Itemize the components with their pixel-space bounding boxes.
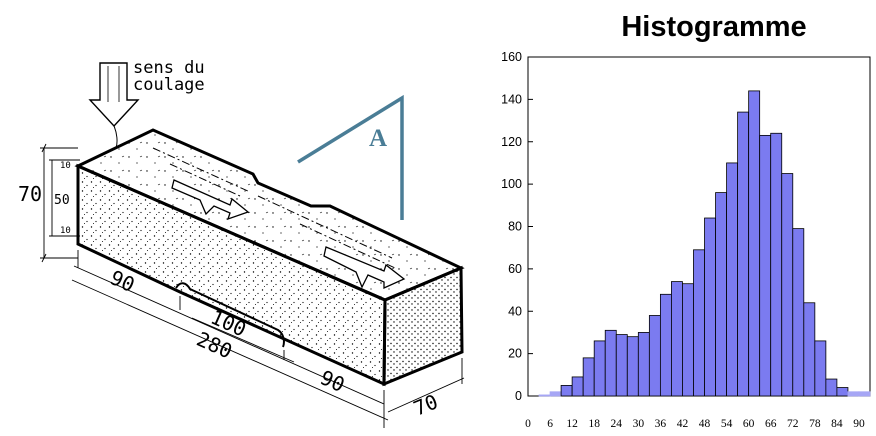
- histogram-bar: [615, 334, 628, 397]
- pour-direction-arrow: [88, 62, 140, 128]
- specimen-front-face: [76, 163, 387, 387]
- y-tick-label: 40: [508, 304, 522, 318]
- x-tick-label: 12: [566, 418, 578, 430]
- histogram-bar: [604, 329, 617, 397]
- x-tick-label: 48: [699, 418, 711, 430]
- specimen-centre-line: [152, 147, 393, 259]
- load-arrow-1: [171, 179, 250, 221]
- y-tick-label: 0: [515, 389, 522, 403]
- x-axis-ticks: 0 6 12 18 24 30 36 42 48 54 60 66 72 78 84 90: [525, 418, 865, 430]
- y-tick-label: 80: [508, 220, 522, 234]
- histogram-bar: [648, 315, 661, 397]
- histogram-bar: [792, 228, 805, 397]
- histogram-bar: [770, 132, 783, 397]
- chart-title: Histogramme: [621, 11, 806, 43]
- x-tick-label: 60: [743, 418, 755, 430]
- x-tick-label: 66: [765, 418, 777, 430]
- y-axis-ticks: 0 20 40 60 80 100 120 140 160: [501, 50, 533, 403]
- x-tick-label: 78: [809, 418, 821, 430]
- histogram-bar: [814, 340, 827, 397]
- x-tick-label: 84: [831, 418, 843, 430]
- histogram-bar: [781, 173, 794, 397]
- x-tick-label: 42: [677, 418, 689, 430]
- dim-height-middle: 50: [54, 193, 70, 208]
- histogram-bar: [726, 162, 739, 397]
- section-marker-line: [297, 94, 404, 220]
- histogram-bar: [626, 336, 639, 397]
- histogram-bar: [571, 376, 584, 397]
- histogram-bar: [538, 394, 551, 397]
- pour-label-line2: coulage: [133, 75, 205, 95]
- histogram-bar: [759, 134, 772, 397]
- histogram-bar: [858, 391, 871, 397]
- x-tick-label: 90: [853, 418, 865, 430]
- x-tick-label: 36: [655, 418, 667, 430]
- x-tick-label: 0: [525, 418, 531, 430]
- histogram-bar: [825, 378, 838, 397]
- specimen-notch: [175, 282, 285, 348]
- histogram-bar: [693, 249, 705, 397]
- histogram-bar: [560, 385, 573, 397]
- histogram-bar: [748, 90, 761, 397]
- dim-offset-bottom: 10: [60, 226, 71, 236]
- dim-offset-top: 10: [60, 161, 71, 171]
- y-tick-label: 60: [508, 262, 522, 276]
- histogram-bar: [671, 281, 683, 397]
- dim-height-total: 70: [18, 182, 42, 206]
- specimen-end-face: [382, 265, 464, 387]
- histogram-bar: [593, 340, 606, 397]
- x-tick-label: 6: [547, 418, 553, 430]
- x-tick-label: 54: [721, 418, 733, 430]
- x-tick-label: 72: [787, 418, 799, 430]
- histogram-bar: [737, 111, 750, 397]
- pour-label-line1: sens du: [133, 58, 205, 78]
- y-tick-label: 140: [501, 92, 522, 106]
- vertical-dimensions: [40, 143, 80, 263]
- histogram-bar: [836, 387, 849, 397]
- load-arrow-2: [323, 246, 406, 290]
- y-tick-label: 100: [501, 177, 522, 191]
- histogram-bar: [549, 391, 562, 397]
- histogram-bar: [659, 293, 672, 397]
- y-tick-label: 160: [501, 50, 522, 64]
- histogram-bar: [803, 302, 816, 397]
- length-dimensions: [71, 250, 465, 428]
- x-tick-label: 30: [633, 418, 645, 430]
- specimen-diagram: sens du coulage A 70 50 10 10 9: [18, 58, 465, 428]
- y-tick-label: 120: [501, 135, 522, 149]
- x-tick-label: 18: [588, 418, 600, 430]
- histogram-bar: [582, 357, 595, 397]
- y-tick-label: 20: [508, 347, 522, 361]
- histogram-bar: [847, 391, 860, 397]
- x-tick-label: 24: [611, 418, 623, 430]
- histogram-bar: [715, 192, 727, 397]
- dim-width: 70: [410, 389, 441, 420]
- histogram-chart: Histogramme 0 20 40 60 80 100 120 140 160 0 6 12 18…: [501, 11, 871, 430]
- histogram-bar: [704, 217, 716, 397]
- section-marker-label: A: [369, 125, 387, 152]
- dim-length-right: 90: [317, 365, 349, 397]
- histogram-bars: [538, 90, 871, 397]
- histogram-bar: [637, 332, 650, 397]
- histogram-bar: [682, 283, 694, 397]
